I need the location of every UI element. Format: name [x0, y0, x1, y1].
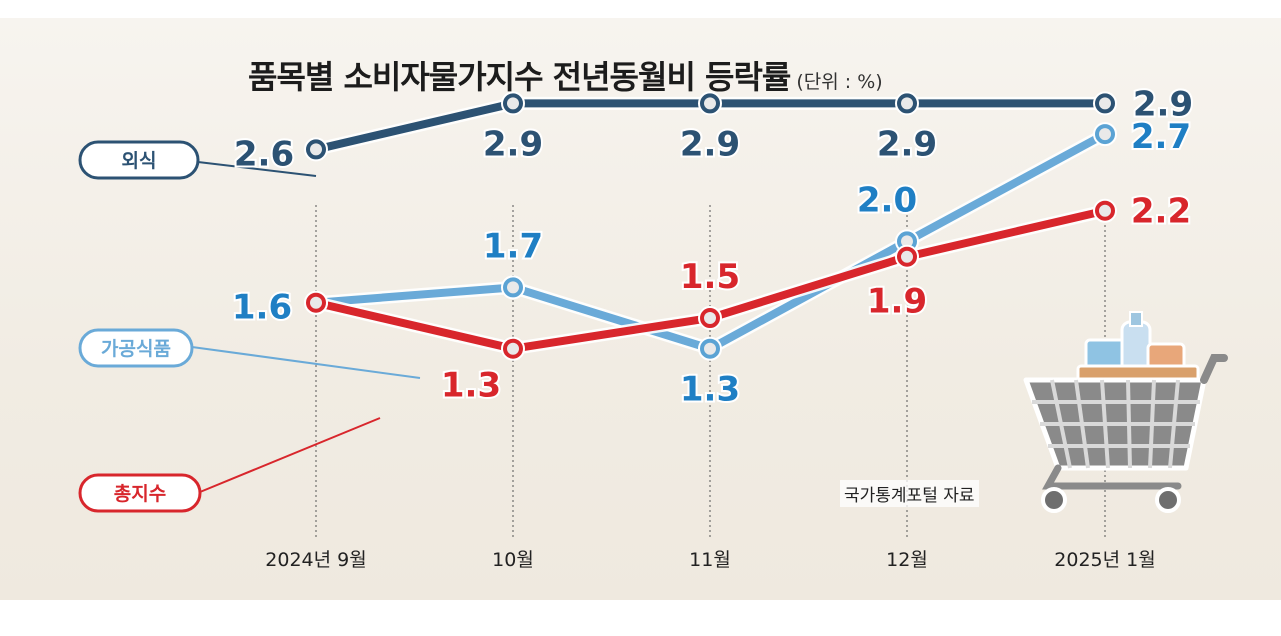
- data-label: 1.6: [232, 288, 292, 328]
- data-label: 2.9: [483, 124, 543, 164]
- x-tick-label: 10월: [492, 549, 534, 571]
- data-point: [1093, 122, 1117, 147]
- legend-label: 가공식품: [101, 338, 171, 360]
- data-point: [698, 306, 722, 331]
- legend-label: 외식: [122, 150, 157, 172]
- data-label: 1.7: [483, 226, 543, 266]
- data-label: 2.7: [1131, 117, 1191, 157]
- data-label: 1.9: [867, 282, 927, 322]
- data-label: 2.6: [234, 134, 294, 174]
- data-point: [895, 244, 919, 269]
- data-label: 1.3: [441, 366, 501, 406]
- data-point: [501, 336, 525, 361]
- data-point: [304, 290, 328, 315]
- data-label: 2.9: [680, 124, 740, 164]
- data-label: 1.5: [680, 257, 740, 297]
- data-point: [1093, 91, 1117, 116]
- data-point: [698, 91, 722, 116]
- data-point: [1093, 198, 1117, 223]
- data-label: 2.9: [877, 124, 937, 164]
- data-point: [895, 91, 919, 116]
- x-tick-label: 2025년 1월: [1054, 549, 1155, 571]
- legend-item: 총지수: [78, 473, 202, 513]
- chart-title-block: 품목별 소비자물가지수 전년동월비 등락률 (단위 : %): [248, 52, 883, 98]
- data-label: 2.0: [857, 180, 917, 220]
- data-label: 2.9: [1133, 84, 1193, 124]
- data-point: [501, 275, 525, 300]
- data-label: 2.2: [1131, 192, 1191, 232]
- legend-item: 외식: [78, 140, 200, 180]
- legend-connector: [191, 346, 421, 379]
- legend-label: 총지수: [114, 483, 166, 505]
- data-label: 1.3: [680, 370, 740, 410]
- unit-label: (단위 : %): [796, 71, 883, 93]
- x-tick-label: 2024년 9월: [265, 549, 366, 571]
- x-tick-label: 11월: [689, 549, 731, 571]
- data-point: [698, 336, 722, 361]
- source-note: 국가통계포털 자료: [840, 480, 979, 507]
- chart-title: 품목별 소비자물가지수 전년동월비 등락률: [248, 58, 791, 96]
- legend-connector: [197, 161, 317, 177]
- legend-connector: [199, 417, 381, 493]
- data-point: [304, 137, 328, 162]
- legend-item: 가공식품: [78, 328, 194, 368]
- data-point: [501, 91, 525, 116]
- shopping-cart-icon: [1023, 311, 1228, 513]
- x-tick-label: 12월: [886, 549, 928, 571]
- chart-panel: [0, 18, 1281, 600]
